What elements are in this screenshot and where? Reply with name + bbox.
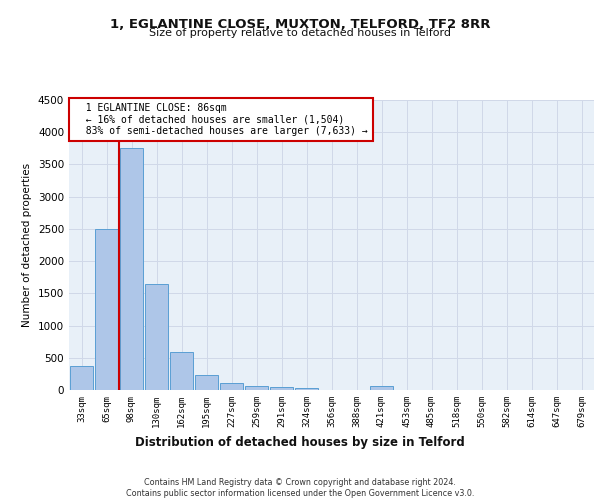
Bar <box>145 284 168 390</box>
Bar <box>120 148 143 390</box>
Bar <box>220 383 243 390</box>
Text: Distribution of detached houses by size in Telford: Distribution of detached houses by size … <box>135 436 465 449</box>
Bar <box>95 229 118 390</box>
Bar <box>195 375 218 390</box>
Bar <box>170 352 193 390</box>
Bar <box>295 388 318 390</box>
Text: Contains HM Land Registry data © Crown copyright and database right 2024.
Contai: Contains HM Land Registry data © Crown c… <box>126 478 474 498</box>
Bar <box>245 386 268 390</box>
Bar <box>370 386 393 390</box>
Text: Size of property relative to detached houses in Telford: Size of property relative to detached ho… <box>149 28 451 38</box>
Text: 1, EGLANTINE CLOSE, MUXTON, TELFORD, TF2 8RR: 1, EGLANTINE CLOSE, MUXTON, TELFORD, TF2… <box>110 18 490 30</box>
Text: 1 EGLANTINE CLOSE: 86sqm
  ← 16% of detached houses are smaller (1,504)
  83% of: 1 EGLANTINE CLOSE: 86sqm ← 16% of detach… <box>74 103 368 136</box>
Bar <box>70 366 93 390</box>
Y-axis label: Number of detached properties: Number of detached properties <box>22 163 32 327</box>
Bar <box>270 387 293 390</box>
